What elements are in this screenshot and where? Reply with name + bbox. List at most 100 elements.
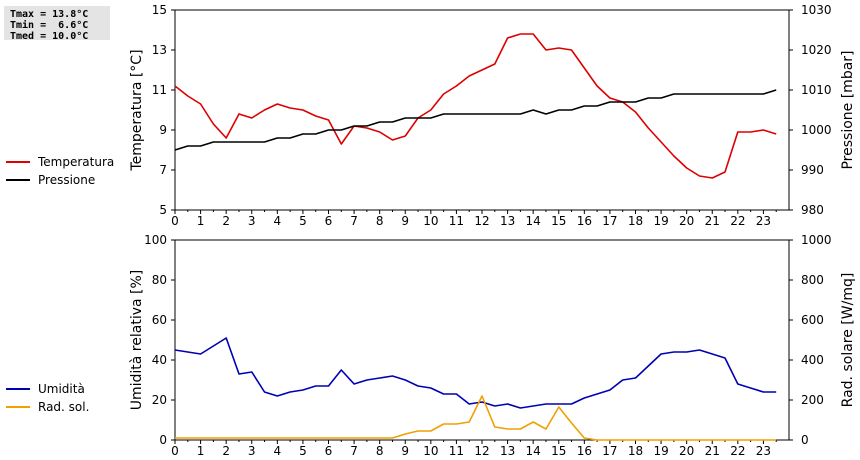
chart1-xtick-label: 18 bbox=[628, 214, 643, 228]
chart1-ytick-label: 9 bbox=[159, 123, 167, 137]
chart1-ytick-label: 7 bbox=[159, 163, 167, 177]
chart1-xtick-label: 0 bbox=[171, 214, 179, 228]
chart2-xtick-label: 20 bbox=[679, 444, 694, 458]
chart1-xtick-label: 15 bbox=[551, 214, 566, 228]
chart1-xtick-label: 17 bbox=[602, 214, 617, 228]
chart2-ytick-label: 40 bbox=[152, 353, 167, 367]
chart1-ylabel: Temperatura [°C] bbox=[129, 49, 145, 171]
chart1-xtick-label: 9 bbox=[401, 214, 409, 228]
chart1-xtick-label: 22 bbox=[730, 214, 745, 228]
chart1-series-temperatura bbox=[174, 33, 777, 179]
chart1-xtick-label: 12 bbox=[474, 214, 489, 228]
chart2-ytick-label: 0 bbox=[159, 433, 167, 447]
chart2-y2label: Rad. solare [W/mq] bbox=[840, 273, 856, 408]
chart2-y2tick-label: 0 bbox=[801, 433, 809, 447]
chart2-ytick-label: 20 bbox=[152, 393, 167, 407]
chart2-xtick-label: 13 bbox=[500, 444, 515, 458]
chart2-xtick-label: 16 bbox=[577, 444, 592, 458]
chart2-ytick-label: 60 bbox=[152, 313, 167, 327]
stats-box: Tmax = 13.8°C Tmin = 6.6°C Tmed = 10.0°C bbox=[4, 6, 110, 42]
chart1-xtick-label: 11 bbox=[449, 214, 464, 228]
chart2-ytick-label: 100 bbox=[144, 233, 167, 247]
chart1-ytick-label: 11 bbox=[152, 83, 167, 97]
tmed-text: Tmed = 10.0°C bbox=[10, 31, 89, 42]
chart1-ytick-label: 15 bbox=[152, 3, 167, 17]
chart1-xtick-label: 14 bbox=[526, 214, 541, 228]
chart2-xtick-label: 5 bbox=[299, 444, 307, 458]
legend-item-humidity: Umidità bbox=[6, 380, 89, 398]
chart2-y2tick-label: 800 bbox=[801, 273, 824, 287]
chart1-xtick-label: 3 bbox=[248, 214, 256, 228]
chart1-xtick-label: 1 bbox=[197, 214, 205, 228]
chart2-xtick-label: 10 bbox=[423, 444, 438, 458]
chart2-y2tick-label: 1000 bbox=[801, 233, 832, 247]
chart1-xtick-label: 7 bbox=[350, 214, 358, 228]
chart2-xtick-label: 21 bbox=[705, 444, 720, 458]
legend-item-temperature: Temperatura bbox=[6, 153, 114, 171]
chart2-y2tick-label: 200 bbox=[801, 393, 824, 407]
chart1-y2tick-label: 990 bbox=[801, 163, 824, 177]
chart1-xtick-label: 4 bbox=[274, 214, 282, 228]
chart2-xtick-label: 1 bbox=[197, 444, 205, 458]
legend-swatch-radiation bbox=[6, 406, 30, 408]
chart2-xtick-label: 4 bbox=[274, 444, 282, 458]
legend-item-radiation: Rad. sol. bbox=[6, 398, 89, 416]
chart1-y2tick-label: 980 bbox=[801, 203, 824, 217]
chart2-xtick-label: 7 bbox=[350, 444, 358, 458]
legend-bottom: Umidità Rad. sol. bbox=[6, 380, 89, 416]
chart1-frame bbox=[174, 9, 790, 211]
chart2-y2tick-label: 600 bbox=[801, 313, 824, 327]
chart1-ytick-label: 13 bbox=[152, 43, 167, 57]
legend-label-radiation: Rad. sol. bbox=[38, 400, 90, 414]
legend-label-pressure: Pressione bbox=[38, 173, 96, 187]
chart1-ytick-label: 5 bbox=[159, 203, 167, 217]
chart1-xtick-label: 5 bbox=[299, 214, 307, 228]
chart2-xtick-label: 9 bbox=[401, 444, 409, 458]
chart2-xtick-label: 11 bbox=[449, 444, 464, 458]
chart1-xtick-label: 19 bbox=[653, 214, 668, 228]
legend-item-pressure: Pressione bbox=[6, 171, 114, 189]
chart1-y2tick-label: 1000 bbox=[801, 123, 832, 137]
chart2-series-rad-sol bbox=[175, 395, 777, 441]
chart1-xtick-label: 23 bbox=[756, 214, 771, 228]
chart1-xtick-label: 16 bbox=[577, 214, 592, 228]
chart1-xtick-label: 8 bbox=[376, 214, 384, 228]
chart2-xtick-label: 2 bbox=[222, 444, 230, 458]
tmin-text: Tmin = 6.6°C bbox=[10, 20, 89, 31]
chart1-y2tick-label: 1030 bbox=[801, 3, 832, 17]
chart1-xtick-label: 6 bbox=[325, 214, 333, 228]
legend-swatch-humidity bbox=[6, 388, 30, 390]
legend-top: Temperatura Pressione bbox=[6, 153, 114, 189]
legend-swatch-temperature bbox=[6, 161, 30, 163]
chart1-y2tick-label: 1010 bbox=[801, 83, 832, 97]
chart2-series-umidit bbox=[174, 337, 777, 409]
chart2-xtick-label: 6 bbox=[325, 444, 333, 458]
chart2-frame bbox=[174, 239, 790, 441]
chart2-xtick-label: 8 bbox=[376, 444, 384, 458]
chart2-ytick-label: 80 bbox=[152, 273, 167, 287]
chart2-xtick-label: 23 bbox=[756, 444, 771, 458]
chart1-xtick-label: 21 bbox=[705, 214, 720, 228]
chart1-y2label: Pressione [mbar] bbox=[840, 50, 856, 169]
chart2-y2tick-label: 400 bbox=[801, 353, 824, 367]
chart1-y2tick-label: 1020 bbox=[801, 43, 832, 57]
chart2-ylabel: Umidità relativa [%] bbox=[129, 270, 145, 411]
chart2-xtick-label: 17 bbox=[602, 444, 617, 458]
chart2-xtick-label: 19 bbox=[653, 444, 668, 458]
chart2-xtick-label: 14 bbox=[526, 444, 541, 458]
chart1-series-pressione bbox=[174, 89, 777, 151]
chart1-xtick-label: 13 bbox=[500, 214, 515, 228]
chart1-xtick-label: 2 bbox=[222, 214, 230, 228]
chart2-xtick-label: 15 bbox=[551, 444, 566, 458]
chart2-xtick-label: 12 bbox=[474, 444, 489, 458]
chart1-xtick-label: 10 bbox=[423, 214, 438, 228]
legend-label-temperature: Temperatura bbox=[38, 155, 115, 169]
tmax-text: Tmax = 13.8°C bbox=[10, 9, 89, 20]
chart2-xtick-label: 3 bbox=[248, 444, 256, 458]
chart2-xtick-label: 0 bbox=[171, 444, 179, 458]
chart2-xtick-label: 18 bbox=[628, 444, 643, 458]
legend-swatch-pressure bbox=[6, 179, 30, 181]
legend-label-humidity: Umidità bbox=[38, 382, 85, 396]
chart1-xtick-label: 20 bbox=[679, 214, 694, 228]
